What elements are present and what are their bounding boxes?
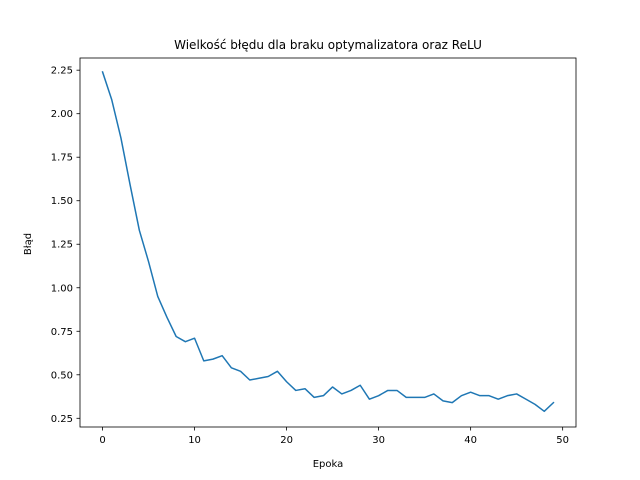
x-axis-label: Epoka [313, 459, 344, 470]
x-tick-label: 50 [556, 435, 569, 446]
y-tick-label: 0.25 [51, 414, 73, 425]
chart-title: Wielkość błędu dla braku optymalizatora … [174, 38, 482, 52]
y-tick-label: 1.25 [51, 240, 73, 251]
y-tick-label: 1.75 [51, 153, 73, 164]
y-tick-label: 2.00 [51, 109, 73, 120]
series-line-0 [101, 70, 555, 413]
plot-area: 0 10 20 30 40 50 0.25 0.50 0.75 1.00 1.25 1.50 1.75 2… [51, 57, 577, 446]
x-tick-label: 10 [188, 435, 201, 446]
y-tick-label: 1.00 [51, 283, 73, 294]
y-tick-label: 0.75 [51, 327, 73, 338]
x-tick-label: 20 [280, 435, 293, 446]
y-tick-label: 2.25 [51, 66, 73, 77]
y-tick-label: 1.50 [51, 196, 73, 207]
y-tick-label: 0.50 [51, 370, 73, 381]
axes-frame [79, 57, 577, 428]
y-axis-label: Błąd [23, 233, 34, 255]
x-tick-label: 30 [372, 435, 385, 446]
x-tick-label: 0 [99, 435, 105, 446]
x-tick-label: 40 [464, 435, 477, 446]
